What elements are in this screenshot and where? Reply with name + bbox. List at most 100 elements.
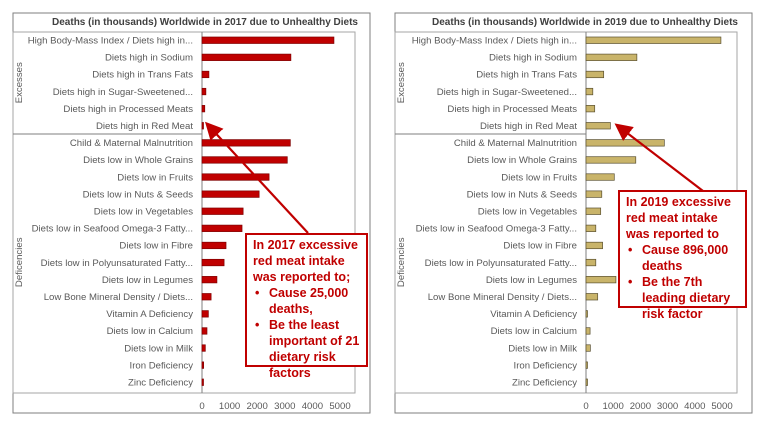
group-label: Excesses bbox=[396, 62, 407, 103]
category-label: Diets low in Vegetables bbox=[478, 207, 577, 218]
bar bbox=[201, 173, 270, 181]
chart-2019: Deaths (in thousands) Worldwide in 2019 … bbox=[394, 12, 753, 414]
bar bbox=[201, 139, 291, 147]
category-label: Diets low in Fruits bbox=[501, 172, 577, 183]
x-tick-label: 4000 bbox=[684, 401, 705, 412]
bar bbox=[585, 293, 599, 301]
category-label: Diets high in Trans Fats bbox=[92, 70, 193, 81]
category-label: Diets low in Milk bbox=[124, 343, 193, 354]
group-label: Deficencies bbox=[14, 237, 25, 287]
category-label: Diets low in Nuts & Seeds bbox=[83, 189, 194, 200]
category-label: Diets low in Nuts & Seeds bbox=[467, 189, 578, 200]
category-label: Vitamin A Deficiency bbox=[490, 309, 577, 320]
bar bbox=[585, 224, 597, 232]
category-label: Diets high in Sodium bbox=[489, 53, 577, 64]
group-label: Deficencies bbox=[396, 237, 407, 287]
callout-bullet: Be the 7th leading dietary risk factor bbox=[628, 274, 739, 322]
category-label: Diets low in Whole Grains bbox=[467, 155, 577, 166]
bar bbox=[201, 361, 205, 369]
bar bbox=[201, 344, 206, 352]
category-label: Diets low in Whole Grains bbox=[83, 155, 193, 166]
category-label: Vitamin A Deficiency bbox=[106, 309, 193, 320]
category-label: Child & Maternal Malnutrition bbox=[454, 138, 577, 149]
category-label: Diets low in Calcium bbox=[107, 326, 193, 337]
x-tick-label: 1000 bbox=[219, 401, 240, 412]
category-label: Diets low in Calcium bbox=[491, 326, 577, 337]
category-label: Diets low in Legumes bbox=[486, 275, 577, 286]
bar bbox=[585, 70, 605, 79]
category-label: Low Bone Mineral Density / Diets... bbox=[428, 292, 577, 303]
category-label: Zinc Deficiency bbox=[128, 378, 193, 389]
category-label: Diets low in Seafood Omega-3 Fatty... bbox=[32, 224, 193, 235]
category-label: High Body-Mass Index / Diets high in... bbox=[412, 36, 577, 47]
bar bbox=[585, 361, 588, 369]
callout-arrow-2017 bbox=[205, 121, 309, 234]
x-tick-label: 3000 bbox=[657, 401, 678, 412]
bar bbox=[201, 70, 210, 79]
bar bbox=[585, 122, 611, 130]
category-label: Diets low in Fibre bbox=[119, 241, 193, 252]
x-tick-label: 0 bbox=[199, 401, 204, 412]
bar bbox=[201, 258, 225, 267]
bar bbox=[585, 105, 596, 113]
chart-title: Deaths (in thousands) Worldwide in 2019 … bbox=[432, 17, 738, 28]
x-tick-label: 5000 bbox=[711, 401, 732, 412]
bar bbox=[585, 310, 588, 318]
bar bbox=[585, 173, 615, 181]
x-tick-label: 0 bbox=[583, 401, 588, 412]
bar bbox=[201, 378, 204, 386]
x-tick-label: 5000 bbox=[329, 401, 350, 412]
bar bbox=[585, 344, 591, 352]
bar bbox=[585, 276, 617, 284]
category-label: Diets low in Vegetables bbox=[94, 207, 193, 218]
category-label: Diets high in Sodium bbox=[105, 53, 193, 64]
bar bbox=[585, 378, 588, 386]
bar bbox=[201, 190, 260, 198]
category-label: Diets low in Milk bbox=[508, 343, 577, 354]
category-label: Diets low in Seafood Omega-3 Fatty... bbox=[416, 224, 577, 235]
callout-text: In 2019 excessive red meat intake was re… bbox=[626, 195, 731, 241]
group-label: Excesses bbox=[14, 62, 25, 103]
x-tick-label: 2000 bbox=[630, 401, 651, 412]
bar bbox=[585, 53, 638, 61]
bar bbox=[585, 241, 603, 250]
category-label: Diets high in Sugar-Sweetened... bbox=[437, 87, 577, 98]
bar bbox=[201, 156, 288, 164]
bar bbox=[585, 87, 594, 96]
category-label: High Body-Mass Index / Diets high in... bbox=[28, 36, 193, 47]
bar bbox=[201, 36, 335, 44]
callout-arrow-2019 bbox=[614, 123, 704, 192]
chart-2017: Deaths (in thousands) Worldwide in 2017 … bbox=[12, 12, 371, 414]
callout-bullet: Cause 896,000 deaths bbox=[628, 242, 739, 274]
bar bbox=[585, 139, 665, 147]
bar bbox=[585, 36, 722, 44]
bar bbox=[201, 327, 208, 335]
x-tick-label: 2000 bbox=[247, 401, 268, 412]
bar bbox=[201, 53, 292, 61]
bar bbox=[201, 310, 209, 318]
category-label: Diets high in Red Meat bbox=[480, 121, 577, 132]
callout-2019: In 2019 excessive red meat intake was re… bbox=[618, 190, 747, 321]
chart-title: Deaths (in thousands) Worldwide in 2017 … bbox=[52, 17, 358, 28]
bar bbox=[201, 241, 227, 250]
bar bbox=[201, 293, 212, 301]
bar bbox=[585, 190, 603, 198]
category-label: Diets high in Red Meat bbox=[96, 121, 193, 132]
category-label: Diets high in Trans Fats bbox=[476, 70, 577, 81]
category-label: Diets high in Processed Meats bbox=[447, 104, 577, 115]
bar bbox=[201, 224, 243, 232]
x-tick-label: 3000 bbox=[274, 401, 295, 412]
bar bbox=[201, 122, 204, 130]
category-label: Diets low in Legumes bbox=[102, 275, 193, 286]
bar bbox=[585, 207, 602, 215]
callout-bullet: Cause 25,000 deaths, bbox=[255, 285, 360, 317]
category-label: Diets low in Polyunsaturated Fatty... bbox=[425, 258, 577, 269]
category-label: Diets low in Fruits bbox=[117, 172, 193, 183]
category-label: Low Bone Mineral Density / Diets... bbox=[44, 292, 193, 303]
bar bbox=[585, 156, 637, 164]
bar bbox=[201, 276, 218, 284]
callout-bullet: Be the least important of 21 dietary ris… bbox=[255, 317, 360, 381]
callout-text: In 2017 excessive red meat intake was re… bbox=[253, 238, 358, 284]
